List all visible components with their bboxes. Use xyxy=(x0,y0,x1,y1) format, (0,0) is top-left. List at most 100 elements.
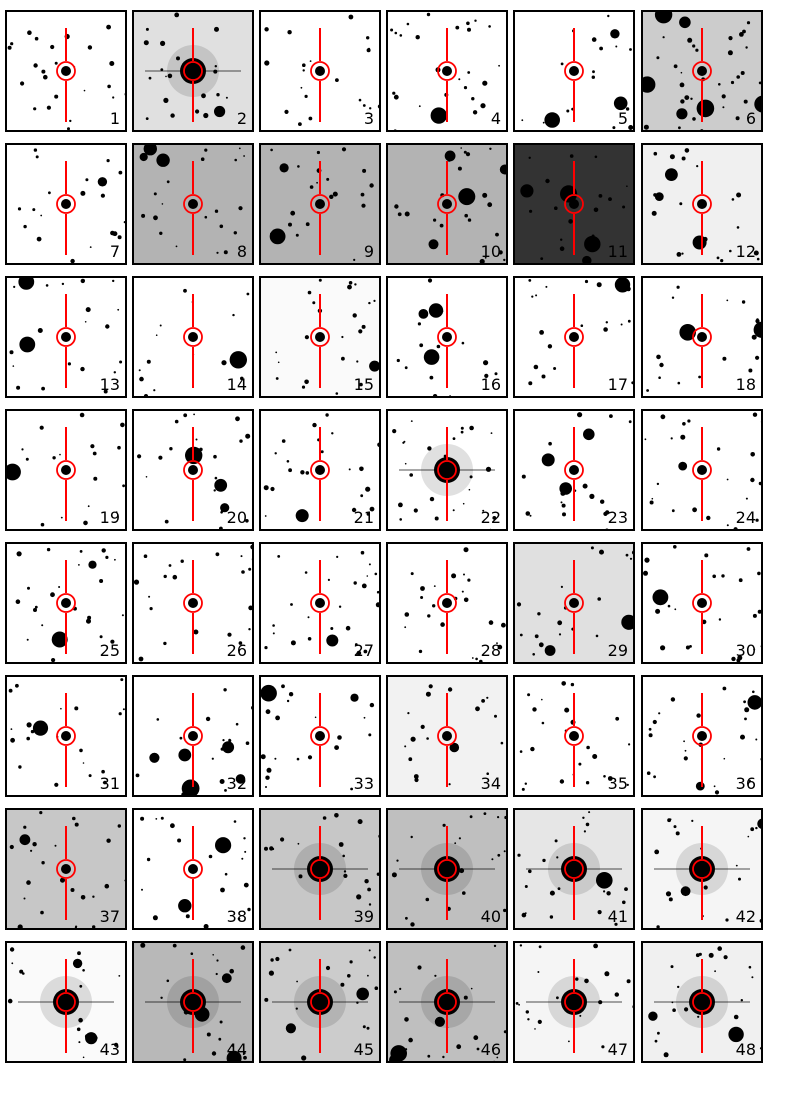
field-star xyxy=(16,551,22,557)
field-star xyxy=(433,585,436,587)
field-star xyxy=(716,256,720,260)
field-star xyxy=(654,849,660,855)
marker-ring xyxy=(56,61,76,81)
field-star xyxy=(117,308,120,311)
field-star xyxy=(238,641,243,645)
field-star xyxy=(538,945,542,949)
sky-image xyxy=(261,145,379,263)
field-star xyxy=(545,178,550,184)
field-star xyxy=(350,787,353,791)
field-star xyxy=(529,514,532,517)
field-star xyxy=(238,147,241,150)
field-star xyxy=(296,757,300,761)
field-star xyxy=(272,624,275,627)
finder-panel-7: 7 xyxy=(5,143,127,265)
field-star xyxy=(60,516,63,519)
field-star xyxy=(377,442,379,447)
field-star xyxy=(748,965,752,969)
marker-ring xyxy=(692,593,712,613)
field-star xyxy=(17,207,22,211)
field-star xyxy=(731,656,736,662)
field-star xyxy=(361,203,366,208)
field-star xyxy=(288,468,292,473)
field-star xyxy=(336,555,339,558)
field-star xyxy=(286,460,290,463)
field-star xyxy=(560,585,563,588)
field-star xyxy=(653,775,656,779)
field-star xyxy=(425,691,431,697)
field-star xyxy=(537,612,541,616)
field-star xyxy=(469,425,474,431)
field-star xyxy=(174,12,180,18)
field-star xyxy=(362,104,366,107)
field-star xyxy=(731,198,735,201)
field-star xyxy=(458,78,461,81)
field-star xyxy=(335,78,339,82)
sky-image xyxy=(7,544,125,662)
field-star xyxy=(592,70,595,74)
field-star xyxy=(85,178,89,182)
field-star xyxy=(467,578,471,582)
field-star xyxy=(220,747,224,751)
field-star xyxy=(106,838,111,843)
field-star xyxy=(284,109,289,114)
field-star xyxy=(519,750,523,753)
field-star xyxy=(405,916,408,920)
field-star xyxy=(643,124,649,130)
field-star xyxy=(312,422,317,428)
field-star xyxy=(190,952,194,955)
field-star xyxy=(280,837,285,842)
field-star xyxy=(685,645,690,650)
field-star xyxy=(7,45,12,50)
field-star xyxy=(748,780,752,783)
field-star xyxy=(122,484,125,488)
field-star xyxy=(669,154,675,160)
field-star xyxy=(682,422,686,426)
field-star xyxy=(295,1007,298,1010)
field-star xyxy=(235,416,240,422)
field-star xyxy=(353,258,356,261)
marker-ring xyxy=(56,726,76,746)
field-star xyxy=(722,686,727,691)
field-star xyxy=(237,917,241,921)
field-star xyxy=(101,548,106,553)
field-star xyxy=(160,68,164,71)
field-star xyxy=(159,324,162,327)
field-star xyxy=(82,762,85,764)
field-star xyxy=(679,16,691,29)
field-star xyxy=(753,321,761,338)
field-star xyxy=(33,608,37,612)
field-star xyxy=(41,624,44,627)
field-star xyxy=(226,1050,242,1061)
finder-panel-3: 3 xyxy=(259,10,381,132)
finder-panel-36: 36 xyxy=(641,675,763,797)
field-star xyxy=(494,372,498,376)
field-star xyxy=(757,609,761,614)
field-star xyxy=(427,446,432,451)
sky-image xyxy=(388,145,506,263)
finder-panel-22: 22 xyxy=(386,409,508,531)
field-star xyxy=(275,377,279,380)
sky-image xyxy=(261,411,379,529)
target-star xyxy=(315,66,325,76)
field-star xyxy=(80,366,85,372)
field-star xyxy=(80,895,86,900)
field-star xyxy=(215,837,232,854)
field-star xyxy=(537,971,540,973)
sky-image xyxy=(388,278,506,396)
field-star xyxy=(335,392,339,395)
field-star xyxy=(684,95,690,100)
field-star xyxy=(274,757,277,760)
marker-ring xyxy=(310,593,330,613)
field-star xyxy=(528,381,533,386)
field-star xyxy=(604,971,610,977)
field-star xyxy=(215,552,220,557)
field-star xyxy=(37,328,43,333)
field-star xyxy=(426,12,431,17)
field-star xyxy=(72,816,76,821)
field-star xyxy=(670,437,673,440)
field-star xyxy=(17,924,23,928)
field-star xyxy=(420,596,424,599)
field-star xyxy=(469,475,473,479)
field-star xyxy=(482,80,488,86)
